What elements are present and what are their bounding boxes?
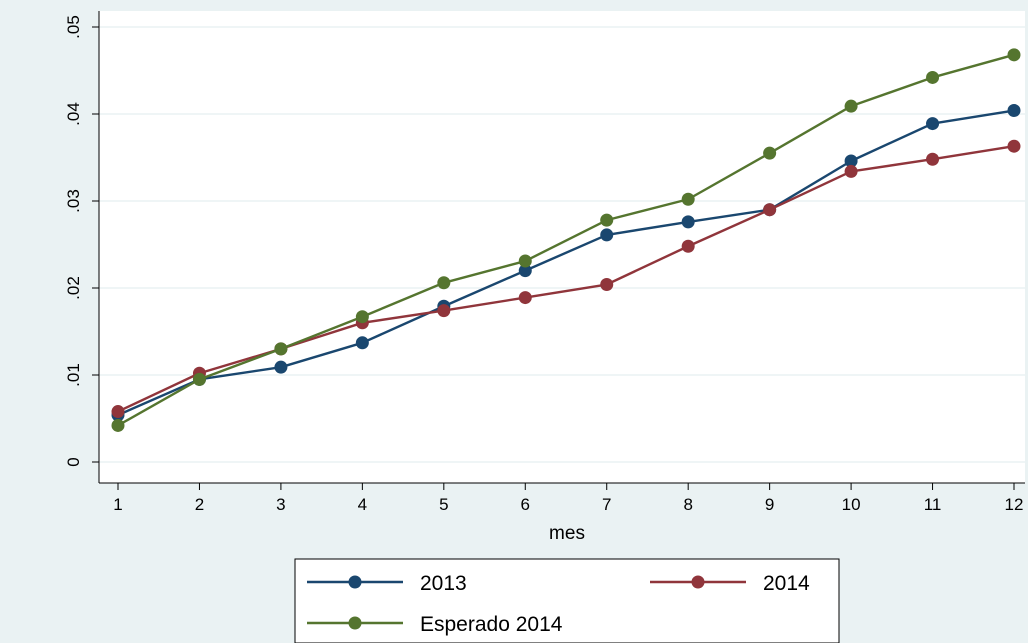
- legend-item: 2014: [650, 572, 810, 595]
- x-tick-label: 10: [842, 495, 861, 514]
- data-point: [681, 192, 695, 206]
- y-tick-label: .02: [64, 276, 83, 300]
- x-tick-label: 12: [1005, 495, 1024, 514]
- legend-marker: [348, 575, 362, 589]
- data-point: [926, 70, 940, 84]
- data-point: [1007, 104, 1021, 118]
- x-tick-label: 3: [276, 495, 285, 514]
- x-tick-label: 5: [439, 495, 448, 514]
- x-tick-label: 7: [602, 495, 611, 514]
- legend-label: 2014: [763, 572, 810, 595]
- data-point: [355, 336, 369, 350]
- data-point: [681, 215, 695, 229]
- axes: [98, 11, 1025, 484]
- series-line: [117, 53, 1015, 427]
- x-tick-label: 9: [765, 495, 774, 514]
- data-point: [274, 360, 288, 374]
- data-point: [681, 239, 695, 253]
- x-tick-label: 1: [113, 495, 122, 514]
- x-tick-label: 6: [521, 495, 530, 514]
- gridlines: [99, 26, 1025, 463]
- data-point: [274, 342, 288, 356]
- data-point: [763, 146, 777, 160]
- x-tick-label: 8: [683, 495, 692, 514]
- data-point: [518, 264, 532, 278]
- legend-label: 2013: [420, 572, 467, 595]
- data-point: [600, 278, 614, 292]
- data-point: [926, 152, 940, 166]
- x-axis-ticks: 1 2 3 4 5 6 7 8 9 10 11 12: [113, 483, 1023, 514]
- legend-item: 2013: [307, 572, 467, 595]
- series: [111, 48, 1021, 432]
- data-point: [600, 213, 614, 227]
- x-tick-label: 2: [195, 495, 204, 514]
- data-point: [763, 203, 777, 217]
- data-point: [1007, 48, 1021, 62]
- legend-label: Esperado 2014: [420, 613, 563, 636]
- data-point: [600, 228, 614, 242]
- series-esperado-2014: [111, 48, 1021, 432]
- series-line: [117, 109, 1015, 417]
- data-point: [111, 405, 125, 419]
- x-axis-title: mes: [549, 523, 585, 544]
- y-axis-ticks: 0 .01 .02 .03 .04 .05: [64, 15, 99, 467]
- data-point: [437, 276, 451, 290]
- data-point: [926, 117, 940, 131]
- data-point: [111, 418, 125, 432]
- legend-item: Esperado 2014: [307, 613, 563, 636]
- data-point: [844, 154, 858, 168]
- legend-marker: [348, 616, 362, 630]
- data-point: [192, 372, 206, 386]
- legend: 2013 2014 Esperado 2014: [294, 558, 840, 643]
- y-tick-label: .03: [64, 189, 83, 213]
- data-point: [518, 291, 532, 305]
- data-point: [437, 304, 451, 318]
- x-tick-label: 4: [358, 495, 367, 514]
- data-point: [518, 254, 532, 268]
- y-tick-label: .01: [64, 363, 83, 387]
- data-point: [844, 164, 858, 178]
- x-tick-label: 11: [924, 495, 942, 514]
- data-point: [1007, 139, 1021, 153]
- y-tick-label: 0: [64, 457, 83, 466]
- data-point: [355, 310, 369, 324]
- plot-area: [99, 11, 1025, 483]
- data-point: [844, 99, 858, 113]
- legend-marker: [691, 575, 705, 589]
- legend-box: [294, 558, 840, 643]
- y-tick-label: .05: [64, 15, 83, 39]
- y-tick-label: .04: [64, 102, 83, 126]
